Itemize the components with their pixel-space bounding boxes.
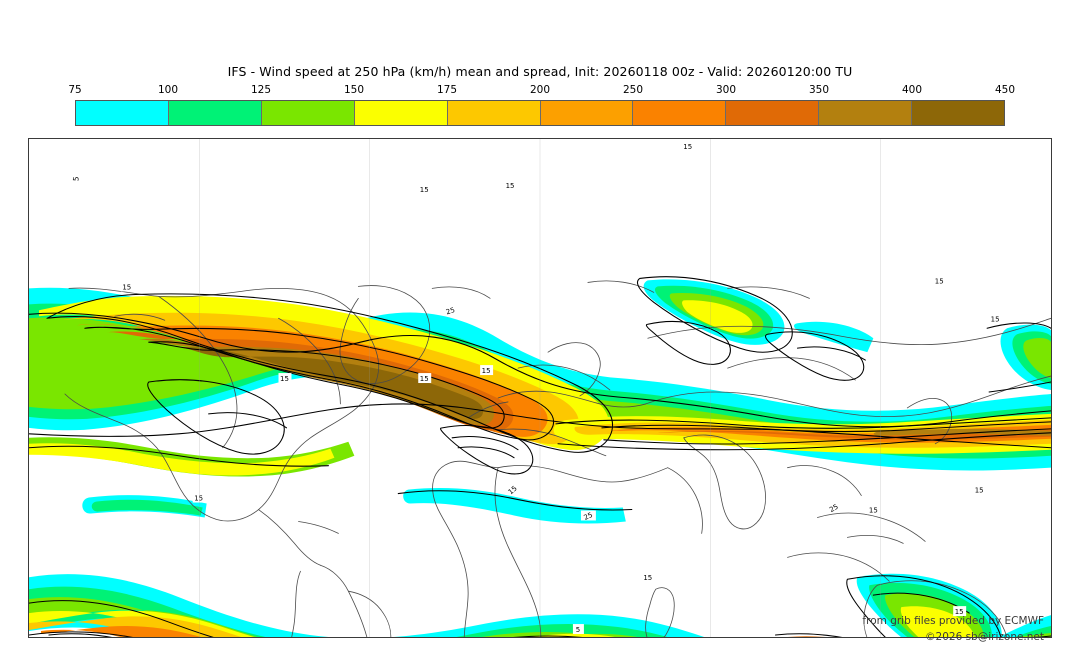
colorbar-tick: 200 xyxy=(529,84,551,96)
sh-secondary-patches xyxy=(856,573,1002,637)
colorbar-gradient xyxy=(75,100,1005,126)
colorbar-segment xyxy=(354,101,448,125)
svg-text:25: 25 xyxy=(583,511,594,522)
tropical-streaks xyxy=(82,488,626,524)
colorbar-tick: 150 xyxy=(343,84,365,96)
wind-speed-field: 5 15 15 15 15 xyxy=(29,139,1051,637)
svg-text:15: 15 xyxy=(955,608,964,616)
svg-text:15: 15 xyxy=(935,277,944,285)
svg-text:5: 5 xyxy=(576,626,580,634)
colorbar-segment xyxy=(540,101,634,125)
svg-text:25: 25 xyxy=(828,503,840,514)
colorbar-segment xyxy=(633,101,727,125)
colorbar-tick: 450 xyxy=(994,84,1016,96)
page-title: IFS - Wind speed at 250 hPa (km/h) mean … xyxy=(227,64,853,79)
spread-contours xyxy=(29,276,1051,637)
svg-text:15: 15 xyxy=(683,143,692,151)
colorbar-tick: 75 xyxy=(68,84,82,96)
colorbar-segment xyxy=(76,101,169,125)
nh-secondary-patches xyxy=(643,279,1051,390)
svg-text:15: 15 xyxy=(869,507,878,515)
colorbar-segment xyxy=(447,101,541,125)
svg-text:25: 25 xyxy=(445,306,456,316)
svg-text:15: 15 xyxy=(420,186,429,194)
colorbar-tick: 125 xyxy=(250,84,272,96)
colorbar-tick: 175 xyxy=(436,84,458,96)
svg-text:15: 15 xyxy=(122,283,131,291)
svg-text:15: 15 xyxy=(420,375,429,383)
credit-copyright: ©2026 sb@irizone.net xyxy=(925,631,1044,643)
colorbar-tick-labels: 75 100 125 150 175 200 250 300 350 400 450 xyxy=(68,84,1015,100)
colorbar-tick: 250 xyxy=(622,84,644,96)
colorbar-tick: 350 xyxy=(808,84,830,96)
colorbar-tick: 100 xyxy=(157,84,179,96)
svg-text:15: 15 xyxy=(643,574,652,582)
colorbar-segment xyxy=(819,101,913,125)
colorbar-tick: 400 xyxy=(901,84,923,96)
colorbar-segment xyxy=(261,101,355,125)
svg-text:15: 15 xyxy=(482,367,491,375)
colorbar-segment xyxy=(912,101,1005,125)
svg-text:15: 15 xyxy=(507,484,519,496)
colorbar-tick: 300 xyxy=(715,84,737,96)
svg-text:5: 5 xyxy=(71,176,80,182)
svg-text:15: 15 xyxy=(506,182,515,190)
colorbar-segment xyxy=(726,101,820,125)
contour-labels: 5 15 15 15 15 xyxy=(70,140,1003,634)
svg-text:15: 15 xyxy=(991,315,1000,323)
svg-text:15: 15 xyxy=(280,375,289,383)
graticule xyxy=(199,139,881,637)
map-canvas[interactable]: 5 15 15 15 15 xyxy=(28,138,1052,638)
colorbar: 75 100 125 150 175 200 250 300 350 400 450 xyxy=(68,84,1015,130)
svg-text:15: 15 xyxy=(975,487,984,495)
credit-source: from grib files provided by ECMWF xyxy=(862,615,1044,627)
svg-text:15: 15 xyxy=(194,495,203,503)
colorbar-segment xyxy=(168,101,262,125)
